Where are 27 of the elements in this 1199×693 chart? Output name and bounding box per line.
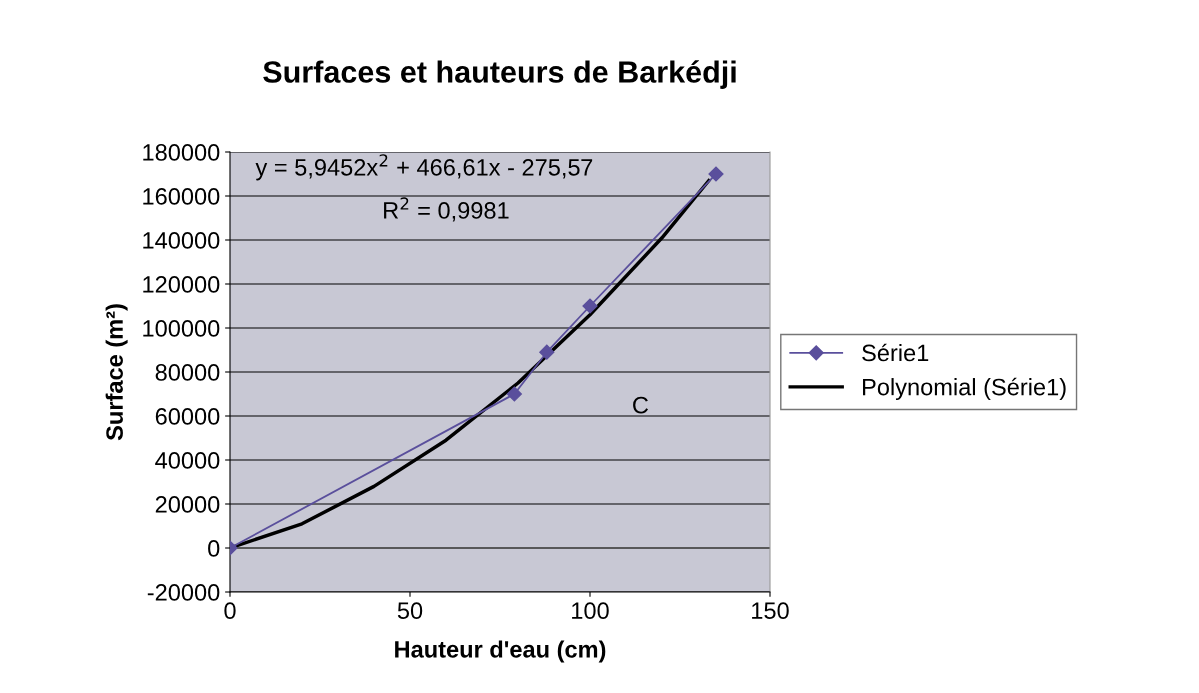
y-axis-title: Surface (m²) — [105, 304, 128, 441]
y-tick-label: -20000 — [147, 584, 220, 601]
y-tick-label: 0 — [208, 540, 220, 557]
legend-label: Série1 — [862, 343, 929, 362]
y-tick-label: 60000 — [155, 408, 220, 425]
x-tick-label: 150 — [752, 602, 789, 620]
y-tick-label: 180000 — [143, 144, 220, 161]
point — [582, 298, 598, 314]
x-tick-label: 100 — [572, 602, 609, 620]
y-tick-label: 140000 — [143, 232, 220, 249]
annotation: y = 5,9452x$^{2}$ + 466,61x - 275,57 — [255, 154, 593, 181]
y-tick-label: 80000 — [155, 364, 220, 381]
x-tick-label: 0 — [224, 602, 236, 620]
y-tick-label: 120000 — [143, 276, 220, 293]
point — [506, 386, 522, 402]
chart-title: Surfaces et hauteurs de Barkédji — [263, 60, 736, 89]
annotation: R$^{2}$ = 0,9981 — [384, 197, 509, 222]
legend-label: Polynomial (Série1) — [863, 377, 1066, 401]
point — [708, 166, 724, 182]
y-tick-label: 160000 — [143, 188, 220, 205]
x-tick-label: 50 — [397, 602, 423, 620]
y-tick-label: 20000 — [155, 496, 220, 513]
y-tick-label: 100000 — [143, 320, 220, 337]
x-axis-title: Hauteur d'eau (cm) — [395, 640, 606, 663]
point — [539, 344, 555, 360]
annotation: C — [633, 396, 649, 414]
y-tick-label: 40000 — [155, 452, 220, 469]
